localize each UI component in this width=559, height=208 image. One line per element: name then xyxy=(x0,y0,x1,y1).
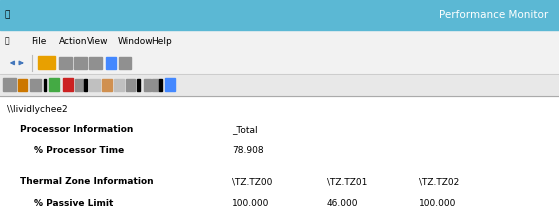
Text: Window: Window xyxy=(117,37,153,46)
Text: \TZ.TZ01: \TZ.TZ01 xyxy=(327,177,367,186)
Text: 46.000: 46.000 xyxy=(327,199,358,208)
Text: File: File xyxy=(31,37,46,46)
Text: \TZ.TZ00: \TZ.TZ00 xyxy=(232,177,272,186)
Bar xyxy=(59,57,72,69)
Bar xyxy=(63,78,73,91)
Bar xyxy=(30,79,41,91)
Text: Action: Action xyxy=(59,37,87,46)
Bar xyxy=(74,57,87,69)
Text: Performance Monitor: Performance Monitor xyxy=(439,10,548,20)
Text: \\lividlychee2: \\lividlychee2 xyxy=(7,105,67,114)
Text: Thermal Zone Information: Thermal Zone Information xyxy=(20,177,153,186)
Bar xyxy=(152,79,159,91)
Text: _Total: _Total xyxy=(232,125,258,134)
Bar xyxy=(3,78,16,91)
Bar xyxy=(18,79,27,91)
Bar xyxy=(165,78,175,91)
Text: \TZ.TZ02: \TZ.TZ02 xyxy=(419,177,459,186)
Bar xyxy=(0,0,559,30)
Bar xyxy=(89,57,102,69)
Bar xyxy=(89,79,100,91)
Bar xyxy=(84,79,87,91)
Text: Processor Information: Processor Information xyxy=(20,125,133,134)
Bar xyxy=(106,57,116,69)
Bar xyxy=(0,74,559,96)
Bar xyxy=(0,30,559,52)
Bar xyxy=(126,79,135,91)
Text: 100.000: 100.000 xyxy=(419,199,457,208)
Bar xyxy=(119,57,131,69)
Text: 100.000: 100.000 xyxy=(232,199,269,208)
Bar xyxy=(38,56,55,69)
Text: % Processor Time: % Processor Time xyxy=(34,146,124,155)
Text: 🚫: 🚫 xyxy=(4,37,9,46)
Bar xyxy=(137,79,140,91)
Bar xyxy=(44,79,46,91)
Text: % Passive Limit: % Passive Limit xyxy=(34,199,113,208)
Bar xyxy=(102,79,112,91)
Text: 🚫: 🚫 xyxy=(4,11,10,20)
Bar xyxy=(144,79,151,91)
Bar xyxy=(0,52,559,74)
Bar xyxy=(49,78,59,91)
Bar xyxy=(114,79,124,91)
Text: Help: Help xyxy=(151,37,172,46)
Bar xyxy=(159,79,162,91)
Text: View: View xyxy=(87,37,108,46)
Bar xyxy=(0,96,559,208)
Bar xyxy=(75,79,83,91)
Text: 78.908: 78.908 xyxy=(232,146,264,155)
